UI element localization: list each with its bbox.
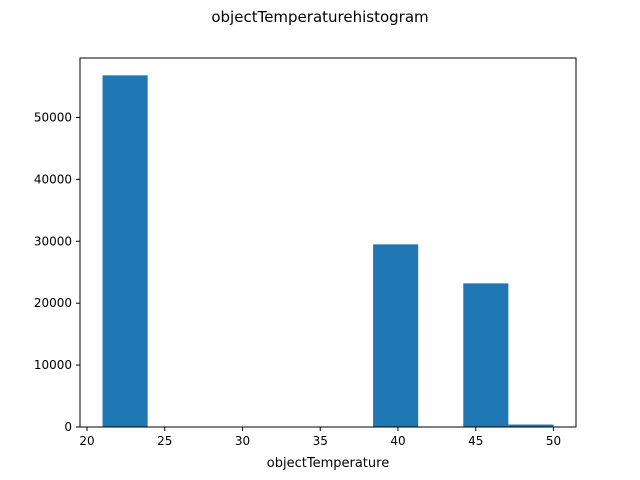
x-tick-label: 35 [313,434,328,448]
x-tick-label: 45 [468,434,483,448]
x-tick-label: 50 [546,434,561,448]
y-tick-label: 20000 [34,296,72,310]
x-tick-label: 40 [390,434,405,448]
y-tick-label: 50000 [34,110,72,124]
y-tick-label: 0 [64,420,72,434]
x-axis: 20 25 30 35 40 45 50 [79,427,561,448]
y-tick-label: 30000 [34,234,72,248]
histogram-bar [373,244,419,427]
plot-frame [79,57,577,428]
histogram-bar [463,283,509,427]
bars-group [102,75,554,427]
histogram-bar [102,75,148,427]
y-tick-label: 10000 [34,358,72,372]
chart-title: objectTemperaturehistogram [211,8,428,26]
x-tick-label: 20 [79,434,94,448]
y-tick-label: 40000 [34,172,72,186]
x-tick-label: 30 [235,434,250,448]
x-axis-label: objectTemperature [267,456,389,471]
y-axis: 0 10000 20000 30000 40000 50000 [34,110,80,434]
histogram-bar [508,424,554,427]
x-tick-label: 25 [157,434,172,448]
